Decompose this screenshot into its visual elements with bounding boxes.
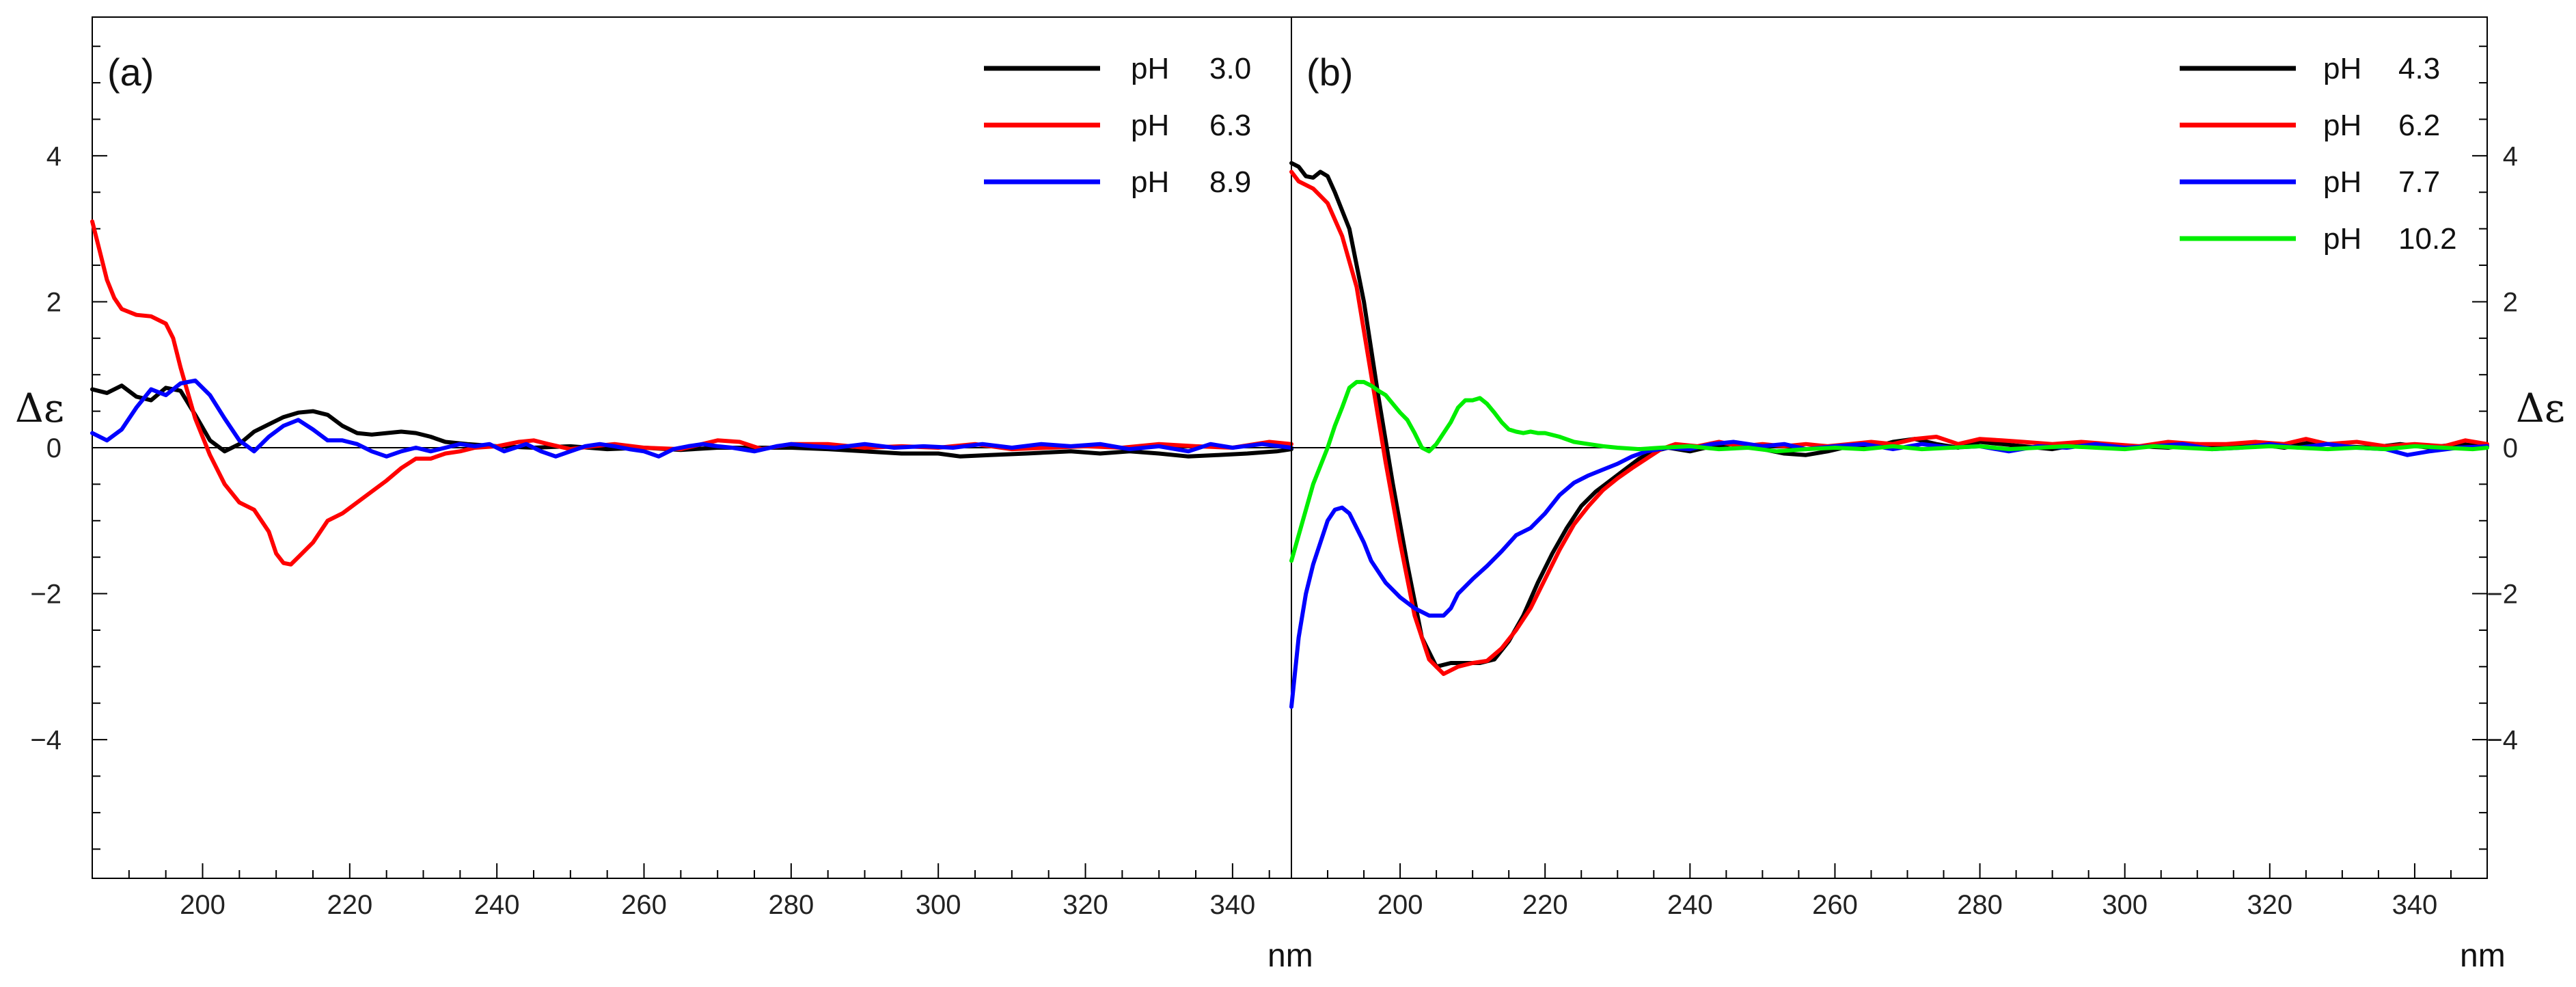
x-tick-label: 220 — [1522, 890, 1568, 920]
x-axis-title: nm — [1268, 938, 1313, 974]
panel-a: 200 220 240 260 280 300 320 340 4 2 0 −2 −4 Δε nm (a) pH… — [15, 16, 1313, 974]
y-axis-title: Δε — [2516, 385, 2565, 431]
legend-value: 6.2 — [2398, 109, 2440, 142]
x-tick-label: 220 — [327, 890, 372, 920]
x-tick-label: 340 — [1209, 890, 1255, 920]
legend-value: 8.9 — [1209, 165, 1251, 199]
y-tick-label: 2 — [46, 287, 61, 317]
series-line-ph-10-2 — [1289, 379, 2489, 563]
x-tick-label: 200 — [180, 890, 225, 920]
x-tick-label: 240 — [1667, 890, 1713, 920]
x-tick-label: 240 — [474, 890, 520, 920]
legend-label: pH — [2323, 52, 2361, 85]
x-tick-label: 340 — [2392, 890, 2438, 920]
x-tick-label: 260 — [621, 890, 667, 920]
y-tick-label: 4 — [46, 141, 61, 172]
y-axis-title: Δε — [15, 385, 64, 431]
y-tick-label: 0 — [46, 433, 61, 463]
legend-label: pH — [1131, 109, 1169, 142]
series-line-ph-8-9 — [90, 378, 1293, 459]
x-tick-label: 280 — [1957, 890, 2003, 920]
x-tick-label: 200 — [1378, 890, 1423, 920]
legend-label: pH — [2323, 222, 2361, 256]
series-line-ph-6-3 — [90, 219, 1293, 567]
series-line-ph-7-7 — [1289, 440, 2489, 709]
legend-value: 10.2 — [2398, 222, 2457, 256]
panel-label: (a) — [107, 51, 154, 94]
x-tick-label: 320 — [2247, 890, 2292, 920]
legend-label: pH — [2323, 109, 2361, 142]
legend-value: 4.3 — [2398, 52, 2440, 85]
legend-label: pH — [1131, 165, 1169, 199]
x-tick-label: 300 — [2102, 890, 2148, 920]
x-tick-label: 260 — [1812, 890, 1858, 920]
legend-label: pH — [1131, 52, 1169, 85]
y-tick-label: −2 — [30, 580, 61, 610]
y-tick-label: 2 — [2503, 287, 2518, 317]
panel-b: 200 220 240 260 280 300 320 340 4 2 0 −2 −4 Δε nm (b) pH… — [1289, 16, 2565, 974]
legend-label: pH — [2323, 165, 2361, 199]
legend-value: 7.7 — [2398, 165, 2440, 199]
y-tick-label: 4 — [2503, 141, 2518, 172]
y-tick-label: −2 — [2486, 580, 2518, 610]
series-line-ph-6-2 — [1289, 170, 2489, 676]
panel-label: (b) — [1306, 51, 1353, 94]
x-tick-label: 300 — [916, 890, 961, 920]
x-tick-label: 280 — [768, 890, 814, 920]
legend-value: 3.0 — [1209, 52, 1251, 85]
legend-value: 6.3 — [1209, 109, 1251, 142]
y-tick-label: −4 — [30, 725, 61, 755]
series-line-ph-4-3 — [1289, 161, 2489, 669]
x-tick-label: 320 — [1063, 890, 1108, 920]
y-tick-label: 0 — [2503, 433, 2518, 463]
x-axis-title: nm — [2460, 938, 2506, 974]
y-tick-label: −4 — [2486, 725, 2518, 755]
